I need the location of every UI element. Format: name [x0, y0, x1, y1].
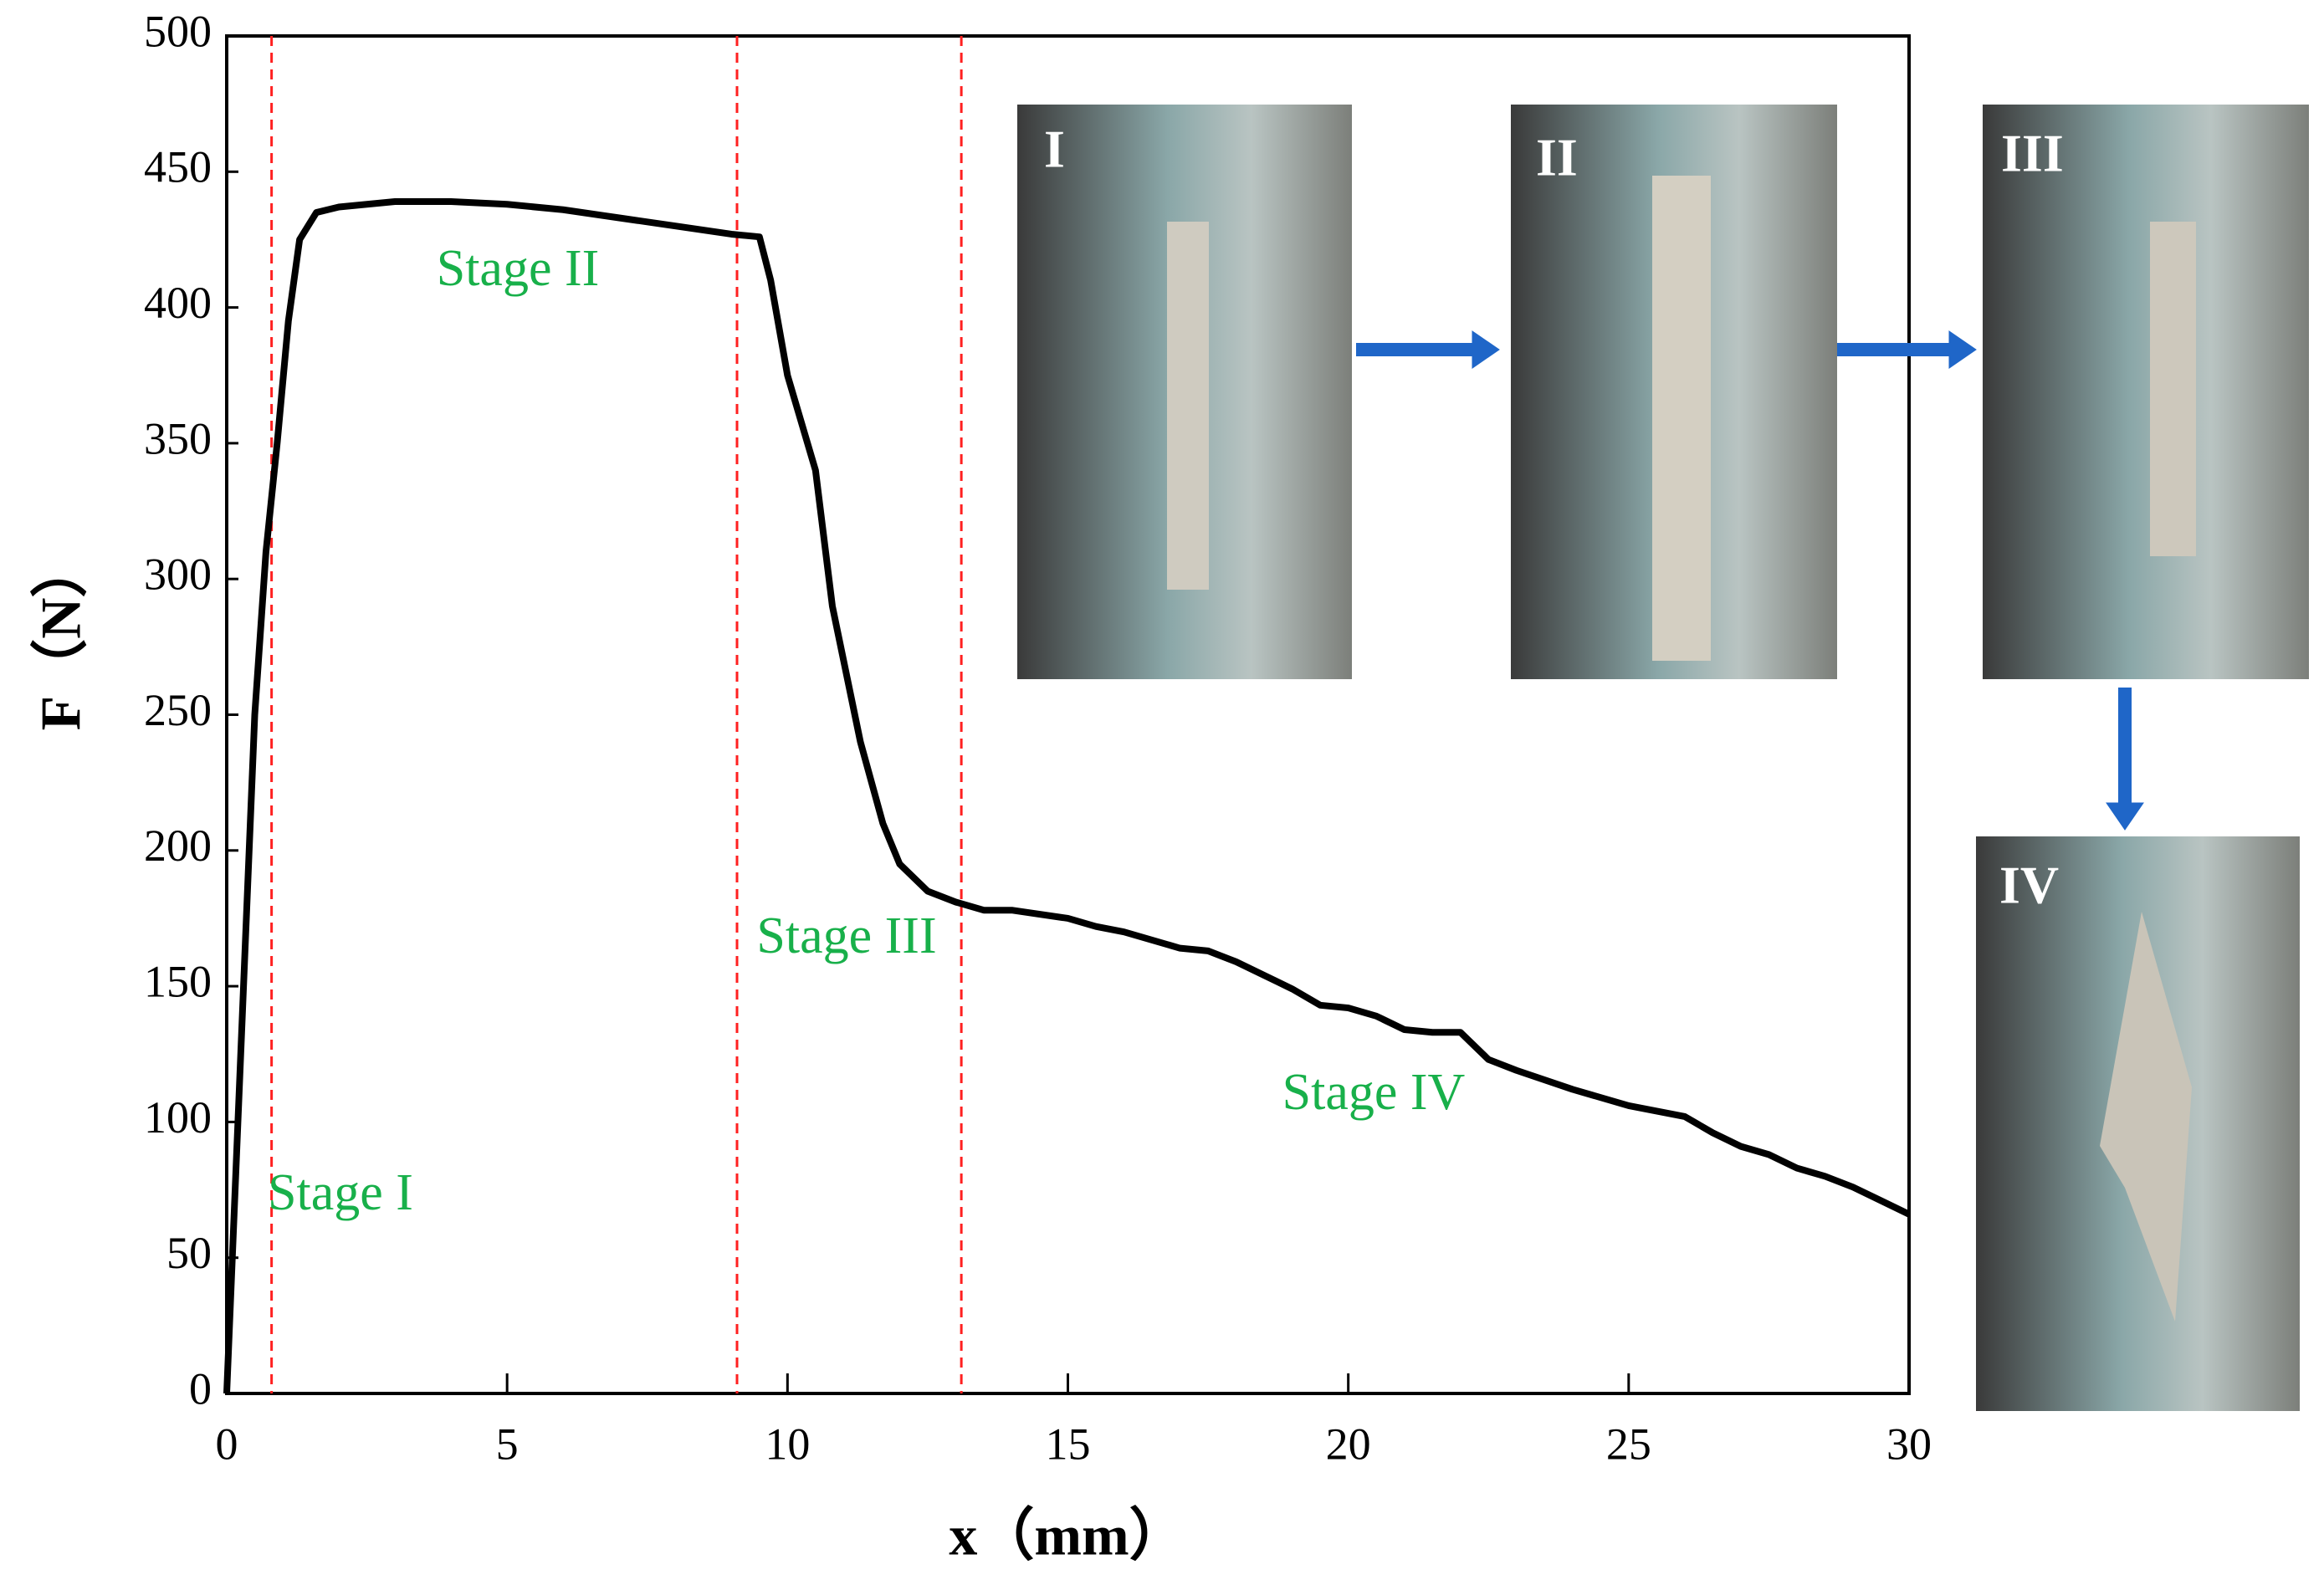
- stage-label: Stage IV: [1282, 1064, 1466, 1121]
- specimen: [1652, 176, 1711, 661]
- photos: [1017, 105, 2309, 1411]
- photo-label: IV: [1999, 856, 2059, 915]
- y-tick-label: 50: [166, 1228, 212, 1278]
- x-tick-label: 10: [765, 1419, 810, 1469]
- x-tick-label: 5: [496, 1419, 519, 1469]
- x-tick-label: 20: [1326, 1419, 1371, 1469]
- y-tick-label: 250: [144, 685, 212, 735]
- arrow-head: [2106, 802, 2144, 831]
- photo-label: II: [1536, 128, 1578, 187]
- y-tick-label: 350: [144, 413, 212, 463]
- photo: [1983, 105, 2309, 679]
- y-tick-label: 500: [144, 6, 212, 56]
- x-tick-label: 30: [1886, 1419, 1932, 1469]
- photo-label: III: [2001, 124, 2064, 183]
- x-axis-label: x（mm）: [949, 1504, 1185, 1567]
- specimen: [2100, 912, 2192, 1322]
- y-axis-label: F（N）: [29, 541, 93, 731]
- x-tick-label: 15: [1046, 1419, 1091, 1469]
- photo-label: I: [1044, 120, 1065, 179]
- stage-label: Stage I: [268, 1164, 413, 1221]
- y-tick-label: 400: [144, 278, 212, 328]
- specimen: [1167, 222, 1209, 590]
- y-tick-label: 300: [144, 550, 212, 600]
- x-tick-label: 0: [216, 1419, 238, 1469]
- force-curve: [223, 198, 1911, 1394]
- y-tick-label: 0: [189, 1363, 212, 1414]
- y-tick-label: 100: [144, 1092, 212, 1143]
- arrow-head: [1472, 330, 1500, 369]
- arrows: [1356, 330, 2144, 831]
- arrow-head: [1948, 330, 1977, 369]
- y-tick-label: 200: [144, 821, 212, 871]
- specimen: [2150, 222, 2196, 556]
- stage-label: Stage III: [756, 908, 936, 964]
- y-tick-label: 450: [144, 142, 212, 192]
- x-tick-label: 25: [1606, 1419, 1651, 1469]
- y-tick-label: 150: [144, 956, 212, 1006]
- stage-label: Stage II: [437, 240, 600, 297]
